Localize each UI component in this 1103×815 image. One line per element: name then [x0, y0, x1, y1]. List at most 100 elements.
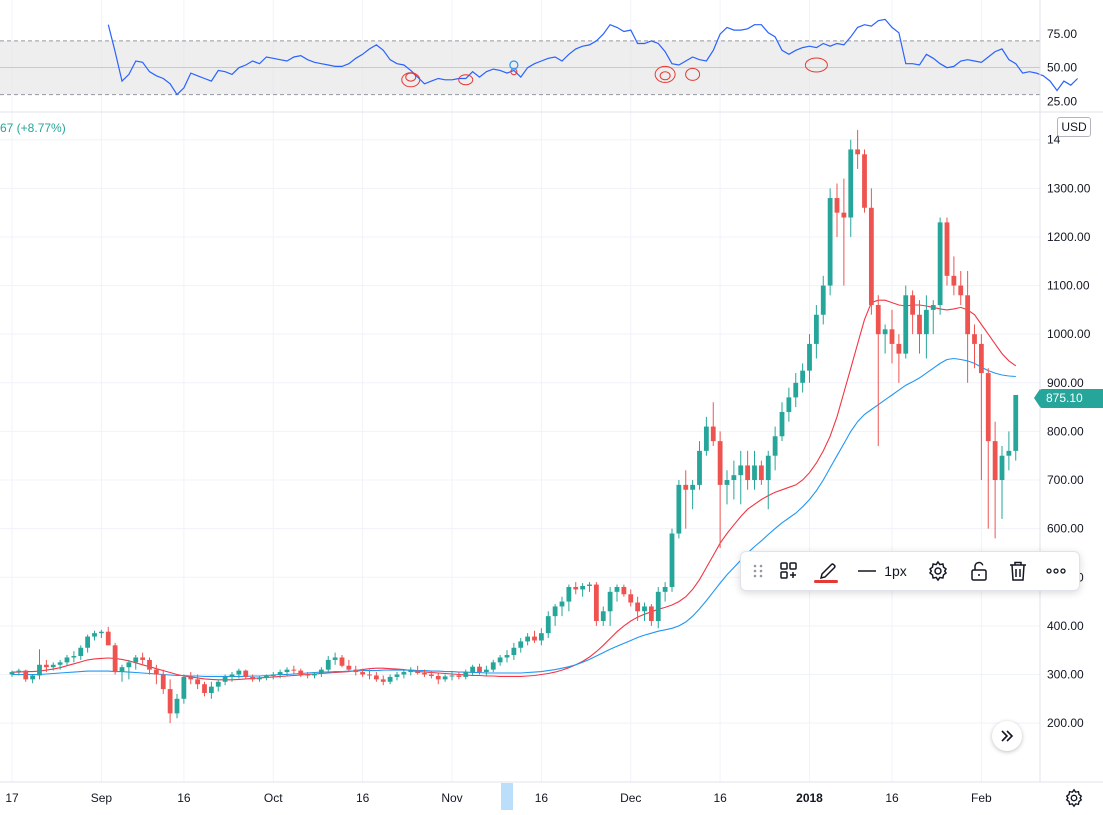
price-tick-label: 1300.00 [1047, 181, 1091, 195]
annotation-ellipse[interactable] [685, 67, 701, 81]
rsi-annotations[interactable] [401, 57, 828, 88]
candle [607, 586, 613, 626]
candle [167, 679, 173, 724]
candle [593, 582, 599, 626]
candle [78, 645, 84, 660]
candle [525, 633, 531, 646]
price-tick-label: 700.00 [1047, 473, 1084, 487]
candle [834, 183, 840, 237]
candle [642, 602, 647, 622]
candle [422, 669, 427, 677]
candle [889, 309, 895, 364]
candle [985, 368, 991, 529]
settings-button[interactable] [918, 551, 959, 591]
candle [408, 667, 414, 676]
pencil-color-swatch [813, 580, 838, 583]
annotation-ellipse[interactable] [659, 71, 671, 81]
candle [518, 638, 524, 653]
candle [57, 659, 63, 670]
add-to-favorites-button[interactable] [771, 551, 808, 591]
time-tick-label: Oct [264, 791, 283, 805]
candle [587, 582, 592, 592]
price-tick-label: 1200.00 [1047, 230, 1091, 244]
candle [545, 611, 551, 639]
time-tick-label: 17 [5, 791, 19, 805]
candle [98, 629, 104, 639]
candle [772, 426, 778, 471]
candle [243, 669, 249, 680]
candle [215, 679, 221, 692]
candle [298, 668, 304, 677]
delete-button[interactable] [998, 551, 1037, 591]
candle [532, 630, 537, 643]
candle [717, 431, 723, 549]
candle [862, 149, 867, 213]
candle [71, 651, 77, 663]
candle [490, 659, 496, 673]
candle [477, 663, 482, 675]
candle [401, 669, 407, 679]
candle [30, 674, 36, 684]
candle [64, 655, 70, 666]
candle [442, 674, 448, 682]
candle [635, 596, 641, 622]
candle [662, 582, 668, 602]
candle [1013, 394, 1019, 461]
rsi-line [107, 18, 1079, 96]
candle [346, 659, 352, 673]
unlock-icon [971, 561, 987, 581]
candle [868, 188, 874, 315]
rsi-tick-label: 75.00 [1047, 27, 1077, 41]
lock-button[interactable] [959, 551, 998, 591]
candle [683, 470, 689, 529]
candle [779, 402, 785, 442]
annotation-ellipse[interactable] [804, 57, 828, 73]
annotation-ellipse[interactable] [458, 74, 474, 86]
rsi-tick-label: 25.00 [1047, 94, 1077, 108]
candle [800, 363, 806, 393]
candle [263, 674, 269, 681]
candle [85, 634, 91, 653]
candle [126, 659, 132, 680]
candle [703, 416, 709, 456]
scroll-to-realtime-button[interactable] [992, 721, 1022, 751]
candle [538, 628, 544, 646]
candle [999, 446, 1005, 519]
more-button[interactable] [1038, 551, 1075, 591]
candle [229, 672, 235, 682]
candle [786, 387, 792, 422]
candle [43, 659, 49, 673]
rsi-marker-circle[interactable] [509, 60, 519, 70]
moving-averages [12, 299, 1017, 681]
candle [353, 665, 359, 676]
moving-average-line-2 [12, 357, 1016, 677]
annotation-ellipse[interactable] [405, 72, 417, 82]
pencil-color-button[interactable] [808, 551, 847, 591]
candle [449, 672, 455, 681]
candle [50, 662, 56, 671]
drag-handle-icon[interactable] [745, 551, 771, 591]
candle [284, 667, 290, 676]
candle [765, 450, 771, 510]
candle [855, 130, 861, 169]
chart-settings-button[interactable] [1064, 788, 1084, 808]
price-tick-label: 400.00 [1047, 619, 1084, 633]
candle [820, 275, 826, 325]
gear-icon [1065, 788, 1083, 808]
candle [580, 583, 586, 597]
time-axis-marker [501, 783, 513, 810]
line-style-icon [858, 570, 877, 572]
line-width-button[interactable]: 1px [847, 551, 918, 591]
candle [827, 188, 833, 296]
annotation-ellipse[interactable] [654, 65, 676, 83]
candle [236, 668, 242, 679]
candle [992, 421, 998, 539]
candle [291, 665, 297, 674]
price-tick-label: 1100.00 [1047, 279, 1090, 293]
currency-badge[interactable]: USD [1057, 117, 1091, 137]
candle [174, 693, 180, 719]
time-tick-label: Feb [971, 791, 992, 805]
candle [428, 670, 434, 679]
candle [752, 450, 757, 490]
